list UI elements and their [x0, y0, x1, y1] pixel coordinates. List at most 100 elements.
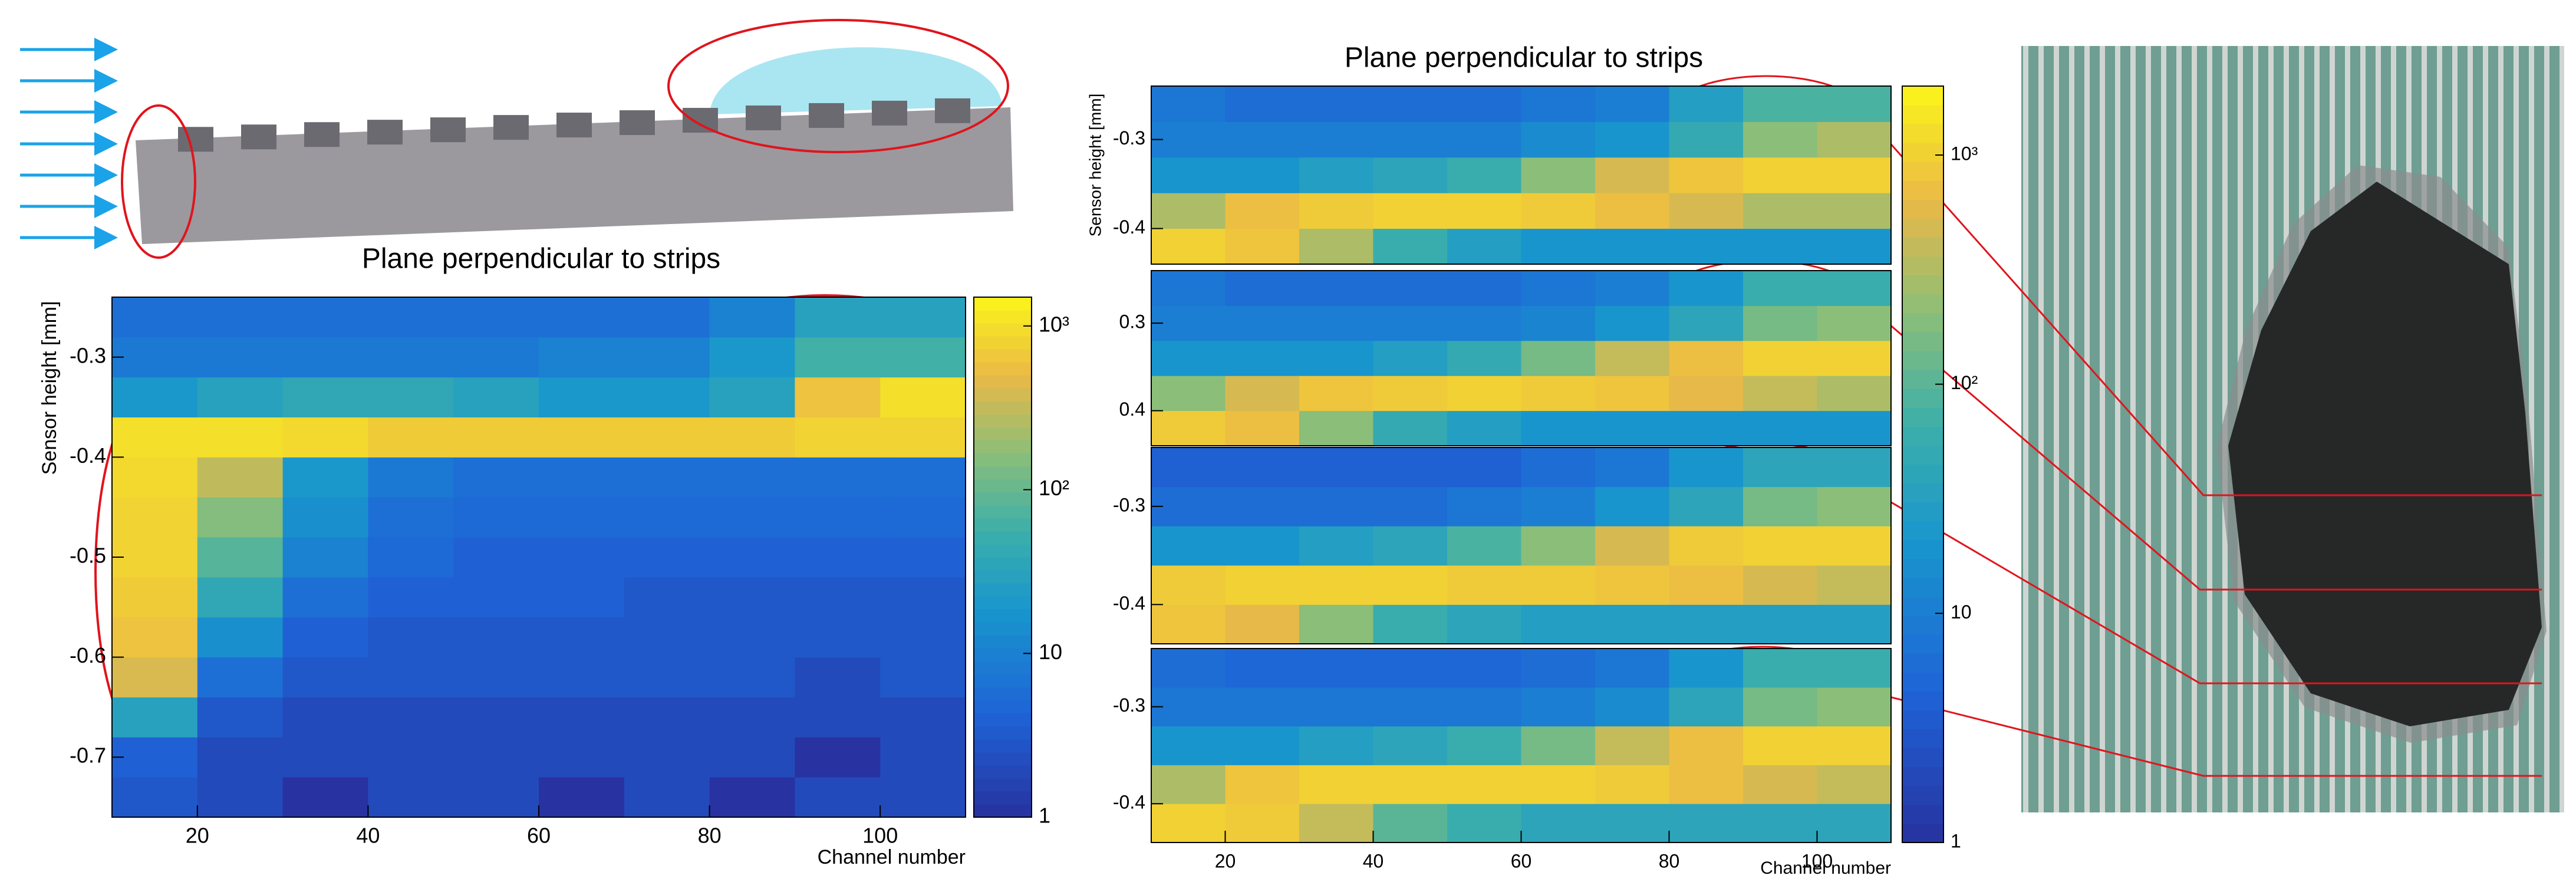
heatmap-cell: [709, 457, 795, 498]
heatmap-cell: [1595, 687, 1669, 727]
heatmap-cell: [539, 297, 625, 338]
heatmap-cell: [880, 497, 966, 538]
heatmap-cell: [453, 417, 539, 458]
colorbar-step: [1902, 426, 1943, 446]
heatmap-cell: [368, 297, 454, 338]
heatmap-cell: [709, 377, 795, 418]
heatmap-cell: [1225, 193, 1300, 229]
colorbar-step: [1902, 294, 1943, 314]
colorbar-step: [974, 453, 1032, 467]
colorbar-step: [1902, 634, 1943, 654]
heatmap-cell: [1373, 193, 1448, 229]
heatmap-cell: [1817, 193, 1892, 229]
heatmap-cell: [624, 417, 710, 458]
colorbar-step: [974, 674, 1032, 687]
heatmap-cell: [1151, 340, 1226, 376]
heatmap-cell: [1373, 121, 1448, 158]
colorbar-step: [974, 297, 1032, 311]
colorbar-step: [974, 310, 1032, 324]
colorbar-step: [1902, 521, 1943, 541]
heatmap-cell: [368, 417, 454, 458]
y-tick-label: -0.3: [1113, 695, 1145, 716]
heatmap-cell: [880, 537, 966, 578]
heatmap-cell: [368, 337, 454, 378]
heatmap-cell: [1299, 804, 1373, 843]
heatmap-cell: [453, 577, 539, 618]
heatmap-cell: [795, 497, 881, 538]
colorbar-tick-label: 1: [1039, 804, 1050, 828]
heatmap-cell: [1521, 565, 1596, 605]
heatmap-cell: [1521, 804, 1596, 843]
heatmap-cell: [539, 417, 625, 458]
heatmap-cell: [1151, 157, 1226, 193]
heatmap-cell: [1743, 305, 1817, 341]
heatmap-cell: [1299, 157, 1373, 193]
heatmap-cell: [1521, 687, 1596, 727]
heatmap-cell: [1299, 193, 1373, 229]
colorbar-step: [974, 713, 1032, 727]
colorbar-step: [1902, 483, 1943, 503]
heatmap-cell: [1595, 410, 1669, 446]
colorbar-tick-label: 10³: [1039, 312, 1069, 336]
plot-frame: [1151, 85, 1892, 265]
heatmap-cell: [1521, 376, 1596, 412]
heatmap-cell: [709, 697, 795, 738]
colorbar-step: [974, 648, 1032, 662]
heatmap-cell: [1447, 765, 1521, 804]
microscope-photo: [2021, 46, 2564, 812]
heatmap-cell: [1447, 121, 1521, 158]
heatmap-cell: [1817, 526, 1892, 566]
colorbar-step: [974, 440, 1032, 454]
x-tick-label: 100: [1801, 850, 1833, 871]
y-tick-label: -0.6: [70, 643, 106, 667]
heatmap-cell: [1225, 305, 1300, 341]
heatmap-cell: [1669, 726, 1744, 765]
heatmap-cell: [880, 337, 966, 378]
heatmap-cell: [112, 697, 198, 738]
heatmap-cell: [1299, 271, 1373, 306]
heatmap-cell: [1447, 410, 1521, 446]
heatmap-cell: [1373, 376, 1448, 412]
heatmap-cell: [1151, 86, 1226, 122]
heatmap-cell: [709, 577, 795, 618]
heatmap-cell: [539, 697, 625, 738]
colorbar-step: [974, 622, 1032, 636]
heatmap-cell: [197, 337, 284, 378]
heatmap-cell: [1743, 649, 1817, 688]
heatmap-cell: [1299, 565, 1373, 605]
heatmap-cell: [1595, 193, 1669, 229]
colorbar-step: [1902, 180, 1943, 200]
heatmap-cell: [709, 417, 795, 458]
heatmap-cell: [1595, 565, 1669, 605]
heatmap-cell: [197, 457, 284, 498]
x-tick-label: 40: [356, 824, 380, 848]
colorbar-step: [974, 414, 1032, 427]
heatmap-cell: [1595, 271, 1669, 306]
heatmap-cell: [709, 657, 795, 697]
y-axis-label: Sensor height [mm]: [1086, 94, 1104, 237]
x-tick-label: 60: [527, 824, 551, 848]
heatmap-cell: [1447, 86, 1521, 122]
heatmap-cell: [1299, 526, 1373, 566]
heatmap-cell: [1743, 604, 1817, 644]
heatmap-cell: [368, 457, 454, 498]
heatmap-cell: [368, 577, 454, 618]
heatmap-cell: [1817, 649, 1892, 688]
heatmap-cell: [1373, 447, 1448, 488]
heatmap-cell: [1151, 121, 1226, 158]
colorbar-step: [974, 778, 1032, 792]
heatmap-cell: [1447, 157, 1521, 193]
heatmap-cell: [197, 297, 284, 338]
heatmap-cell: [1225, 486, 1300, 526]
colorbar-step: [974, 492, 1032, 506]
heatmap-cell: [1743, 565, 1817, 605]
heatmap-cell: [1669, 410, 1744, 446]
heatmap-cell: [1225, 340, 1300, 376]
colorbar-tick-label: 1: [1951, 830, 1961, 851]
heatmap-cell: [197, 617, 284, 658]
colorbar-step: [1902, 199, 1943, 219]
colorbar-step: [1902, 672, 1943, 692]
heatmap-cell: [282, 657, 368, 697]
colorbar-step: [1902, 577, 1943, 597]
